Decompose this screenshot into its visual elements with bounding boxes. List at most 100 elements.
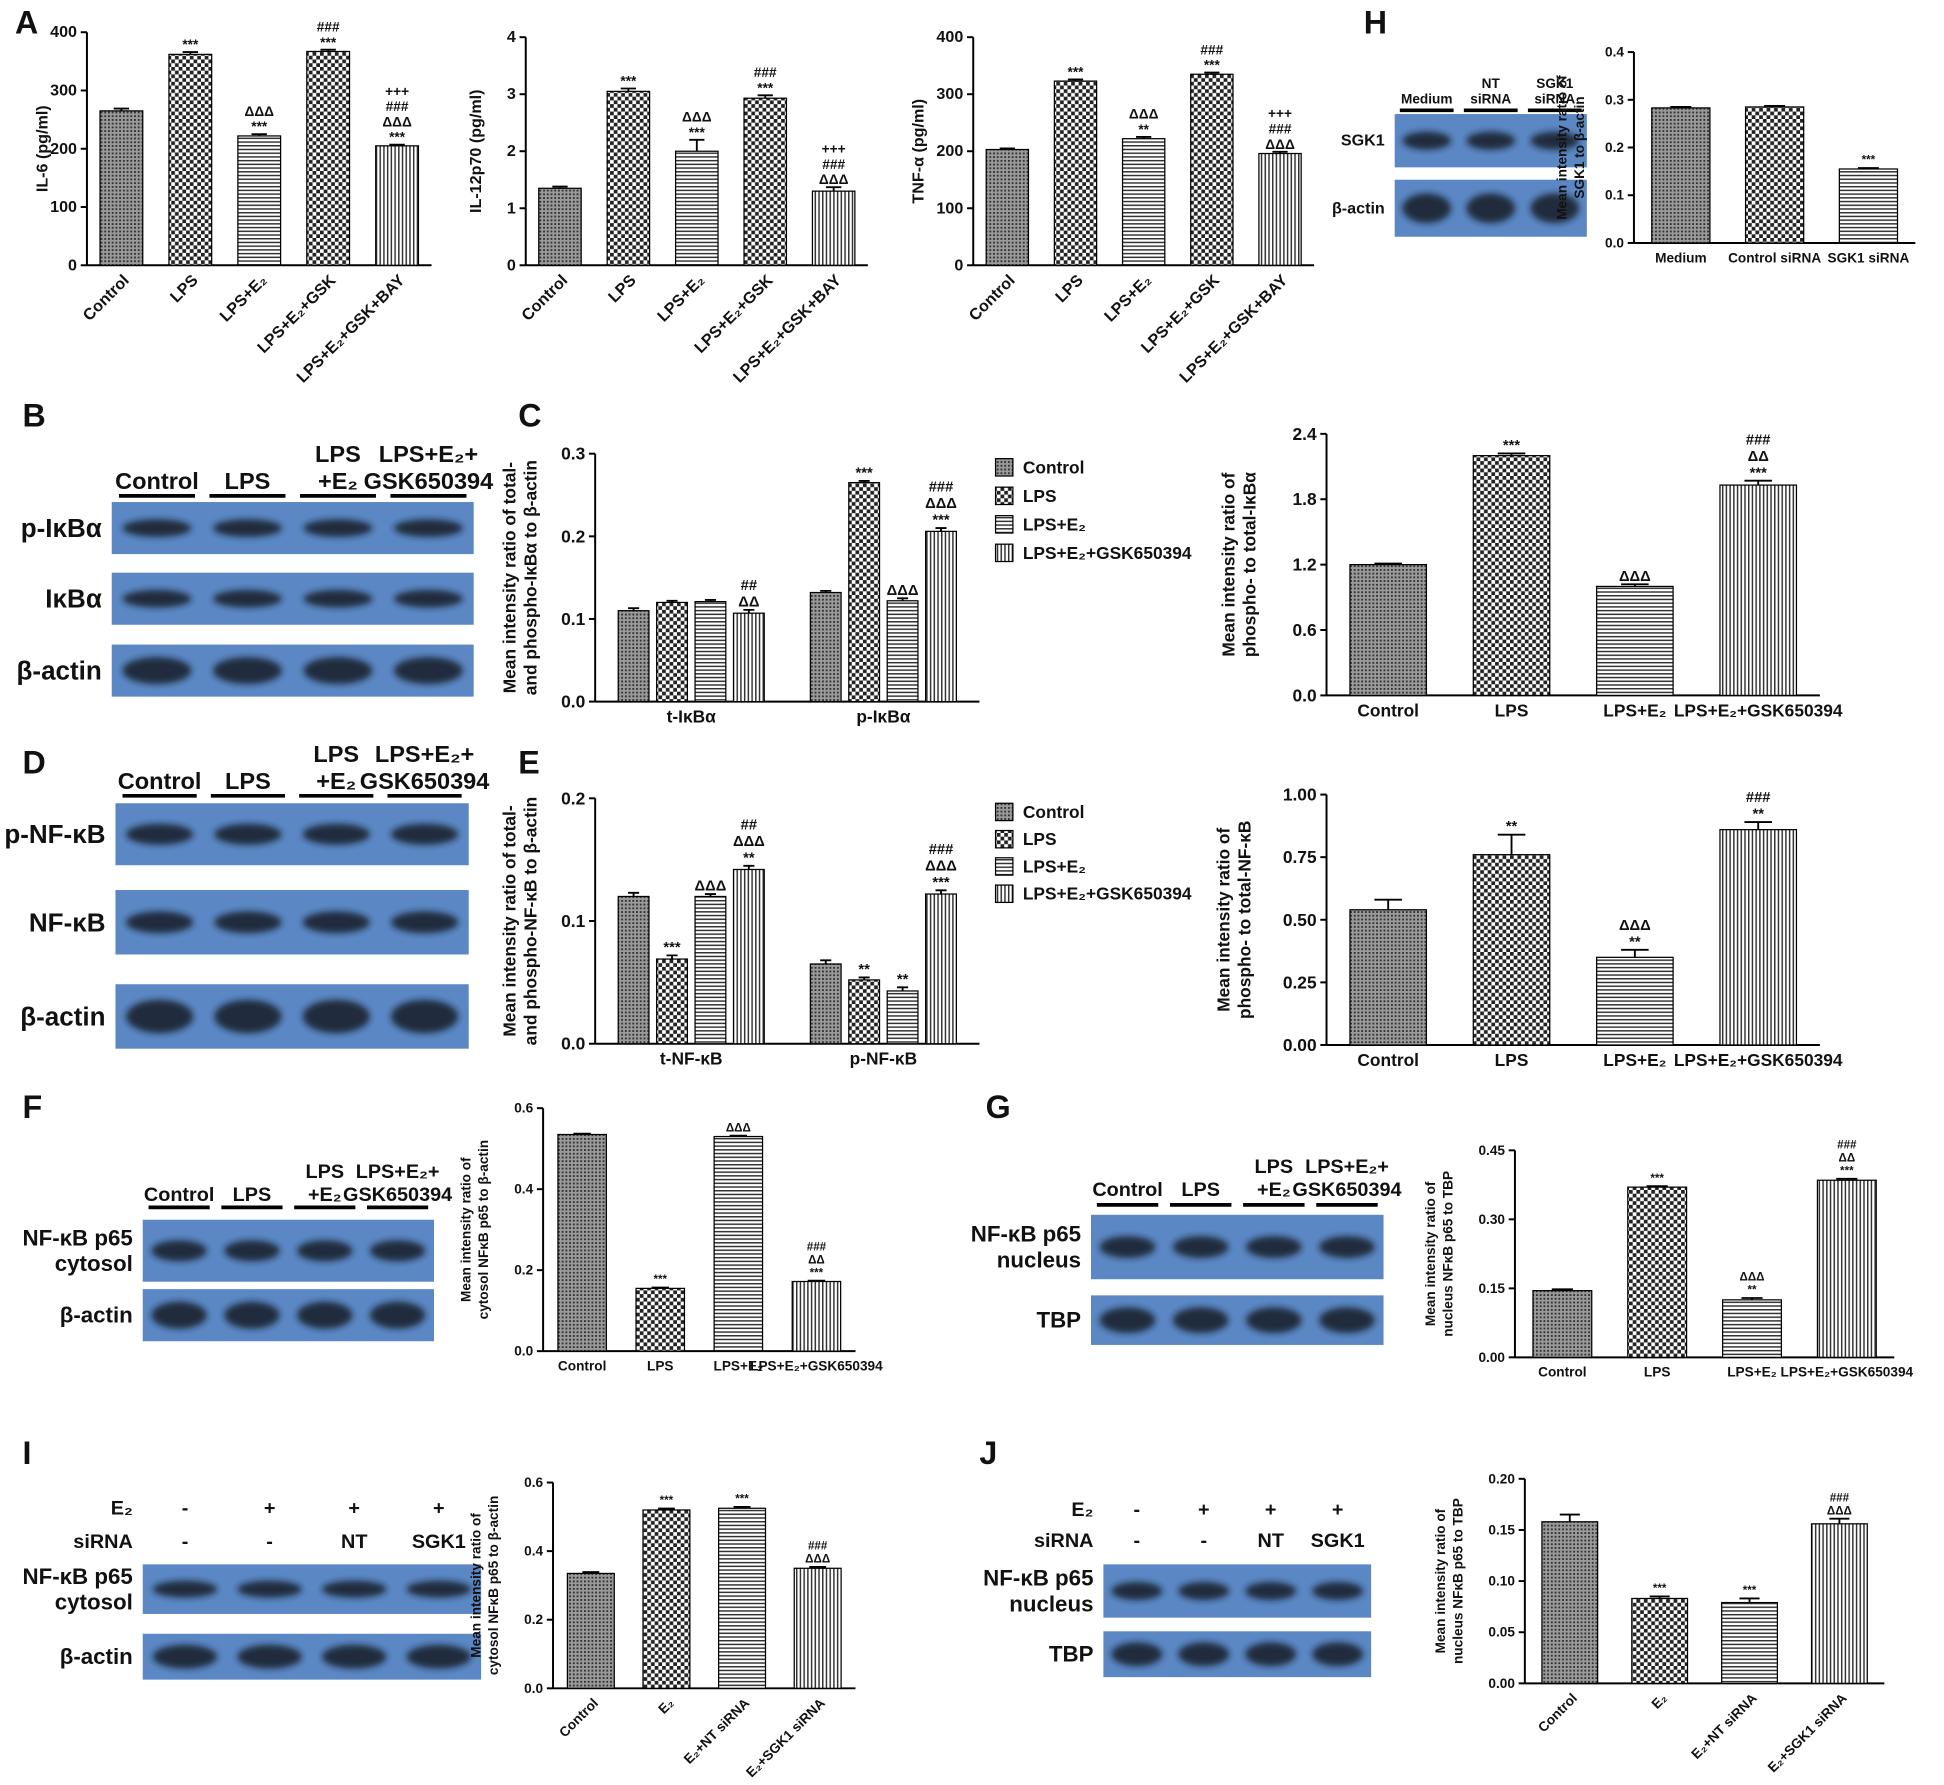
bar [635,1287,686,1352]
y-tick-label: 0.0 [561,692,585,712]
y-tick-label: 0.3 [561,444,585,464]
error-bar [1764,105,1786,107]
bar [886,600,919,703]
significance-label: *** [653,1274,667,1286]
y-tick-label: 0.1 [561,609,585,629]
y-axis-label: Mean intensity ratio of [469,1513,484,1658]
error-bar [1136,136,1152,139]
significance-label: *** [389,130,406,145]
blot-band [237,1580,302,1598]
legend-swatch [994,486,1014,506]
y-axis-label: cytosol NFκB p65 to β-actin [486,1496,501,1675]
condition-value: - [182,1498,189,1520]
significance-label: ### [808,1541,828,1553]
blot-band [302,911,370,934]
significance-label: +++ [1268,106,1292,121]
lane-label: LPS [225,768,271,794]
blot-band [1172,1236,1229,1258]
significance-label: ### [822,157,845,172]
error-bar [1374,562,1402,565]
significance-label: ΔΔΔ [1740,1272,1765,1284]
bar [925,530,958,703]
error-bar [628,607,640,611]
bar [1838,168,1899,244]
row-label: nucleus [1009,1591,1093,1616]
lane-label: LPS [225,468,271,494]
condition-value: + [433,1498,445,1520]
bar [732,612,765,703]
error-bar [666,599,678,603]
bar [809,963,842,1045]
significance-label: ΔΔΔ [887,583,919,599]
blot-band [1178,1581,1230,1601]
significance-label: ΔΔΔ [1265,137,1295,152]
bar [656,601,689,703]
error-bar [182,51,199,55]
significance-label: ** [1752,807,1764,823]
bar [1719,829,1798,1046]
x-tick-label: LPS [167,271,202,306]
blot-band [322,1580,387,1598]
x-tick-label: LPS+E₂ [654,271,708,325]
blot-band [1111,1642,1163,1667]
significance-label: ### [807,1241,827,1253]
bar [811,190,856,266]
significance-label: +++ [385,84,409,99]
panel-label: H [1364,4,1387,40]
condition-value: + [1265,1499,1277,1521]
bar [1349,564,1428,697]
blot-band [152,1644,218,1669]
condition-value: - [1134,1499,1141,1521]
significance-label: ### [1269,122,1292,137]
y-tick-label: 0.15 [1478,1281,1505,1296]
y-tick-label: 0.3 [1605,92,1624,107]
legend-swatch [994,829,1014,849]
error-bar [1649,1595,1670,1599]
significance-label: ** [1748,1285,1758,1297]
bar [1532,1290,1593,1358]
bar [925,893,958,1045]
error-bar [552,185,568,189]
x-tick-label: E₂+NT siRNA [1688,1690,1759,1761]
error-bar [1497,452,1526,456]
y-tick-label: 100 [50,198,77,216]
condition-label: E₂ [1071,1499,1093,1521]
y-tick-label: 0 [954,256,963,274]
y-tick-label: 0.00 [1283,1035,1317,1055]
bar [1721,1299,1783,1358]
bar [1190,73,1234,266]
condition-value: - [1200,1530,1207,1552]
y-axis-label: IL-12p70 (pg/ml) [467,89,485,213]
bar [617,895,650,1045]
y-tick-label: 0.2 [561,526,585,546]
error-bar [1739,1597,1760,1603]
legend-swatch [994,458,1014,477]
error-bar [1559,1513,1580,1522]
bar [848,481,881,703]
blot-band [297,1240,353,1262]
lane-label: GSK650394 [1292,1179,1401,1201]
significance-label: ΔΔΔ [1619,918,1651,934]
bar [985,148,1030,266]
error-bar [935,889,947,895]
y-tick-label: 0.4 [1605,45,1624,60]
bar [1744,106,1805,244]
error-bar [1744,821,1772,830]
bar [694,895,727,1045]
condition-value: + [264,1498,276,1520]
significance-label: *** [1840,1165,1854,1177]
significance-label: ### [1200,42,1223,57]
error-bar [666,954,678,960]
error-bar [658,1507,675,1510]
significance-label: ### [1746,432,1771,448]
y-tick-label: 0.4 [524,1544,543,1559]
error-bar [1646,1185,1668,1188]
panel-label: I [22,1435,31,1471]
error-bar [1374,898,1402,910]
significance-label: ### [1746,790,1771,806]
blot-band [122,519,192,537]
x-tick-label: LPS+E₂ [1603,1050,1666,1070]
x-tick-label: E₂ [1649,1690,1670,1711]
y-tick-label: 0.2 [524,1612,543,1627]
